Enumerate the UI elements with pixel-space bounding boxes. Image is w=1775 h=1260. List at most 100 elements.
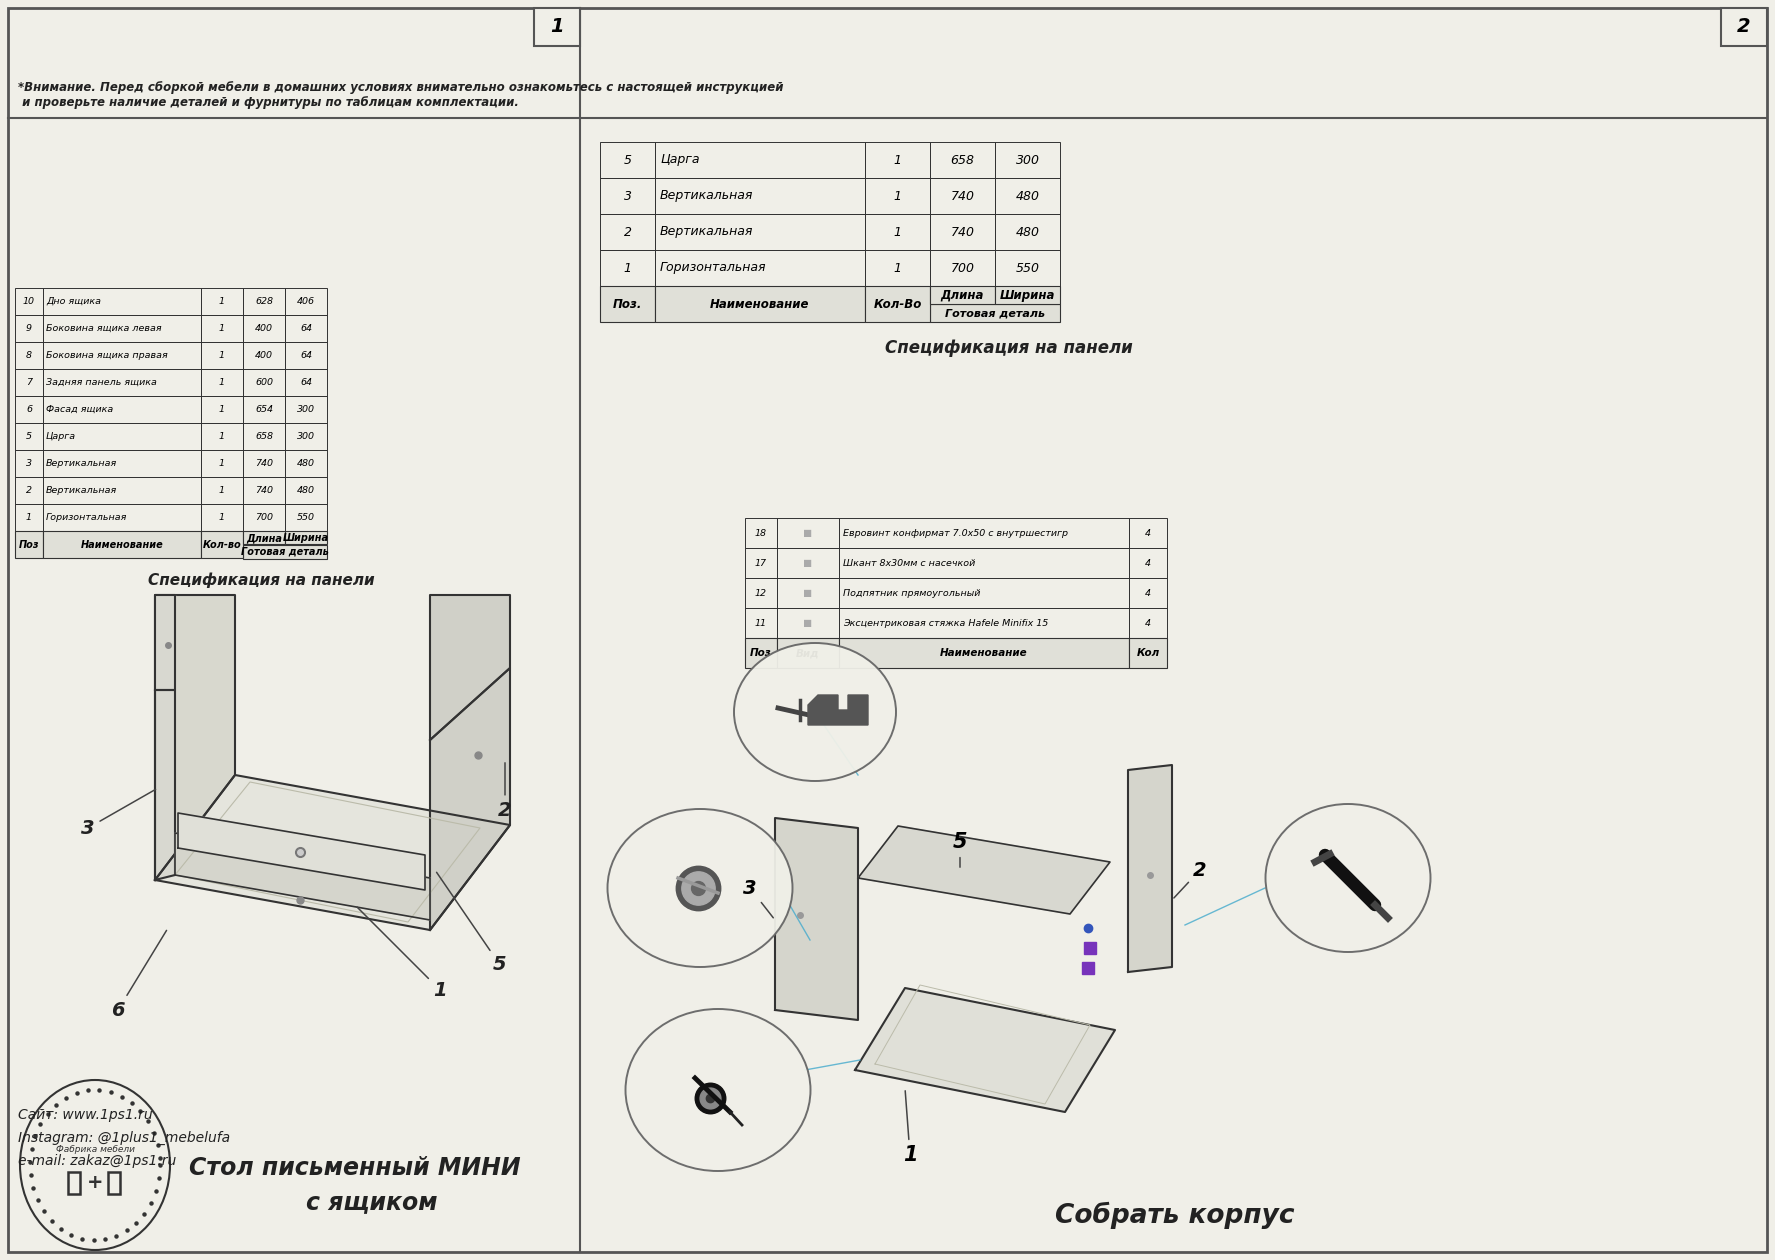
Polygon shape [154,595,176,690]
Text: 5: 5 [27,432,32,441]
Bar [930,214,996,249]
Text: 480: 480 [296,486,314,495]
Bar [14,396,43,423]
Bar [777,548,840,578]
Text: 1: 1 [218,352,225,360]
Text: 2: 2 [1173,861,1207,898]
Bar [286,504,327,530]
Text: 2: 2 [623,226,632,238]
Bar [243,423,286,450]
Bar [996,142,1060,178]
Text: 1: 1 [893,154,902,166]
Ellipse shape [20,1080,170,1250]
Text: Ширина: Ширина [282,533,328,543]
Text: 740: 740 [256,459,273,467]
Bar [864,178,930,214]
Text: 480: 480 [1015,189,1040,203]
Bar [243,478,286,504]
Bar [43,341,201,369]
Text: 10: 10 [23,297,36,306]
Bar [996,286,1060,304]
Text: 654: 654 [256,404,273,415]
Text: 64: 64 [300,378,312,387]
Text: 300: 300 [1015,154,1040,166]
Bar [1722,8,1766,47]
Bar [14,369,43,396]
Text: 1: 1 [218,486,225,495]
Text: 1: 1 [893,226,902,238]
Bar [14,423,43,450]
Bar [286,396,327,423]
Text: 1: 1 [218,459,225,467]
Text: 12: 12 [754,588,767,597]
Bar [201,478,243,504]
Bar [746,578,777,609]
Text: Царга: Царга [46,432,76,441]
Bar [777,578,840,609]
Text: 3: 3 [82,789,156,838]
Ellipse shape [1266,804,1431,953]
Text: 400: 400 [256,352,273,360]
Text: 2: 2 [1738,18,1750,37]
Bar [655,249,864,286]
Bar [243,546,327,559]
Text: 700: 700 [256,513,273,522]
Text: 5: 5 [953,832,967,867]
Bar [1129,578,1166,609]
Bar [286,423,327,450]
Bar [201,504,243,530]
Text: Сайт: www.1ps1.ru
Instagram: @1plus1_mebelufa
e-mail: zakaz@1ps1.ru: Сайт: www.1ps1.ru Instagram: @1plus1_meb… [18,1108,231,1168]
Text: Готовая деталь: Готовая деталь [241,547,328,557]
Bar [930,286,996,304]
Bar [655,178,864,214]
Text: 1: 1 [218,404,225,415]
Text: 4: 4 [1145,588,1150,597]
Text: 4: 4 [1145,619,1150,627]
Text: Вертикальная: Вертикальная [660,189,753,203]
Bar [777,609,840,638]
Bar [1129,518,1166,548]
Text: Кол-во: Кол-во [202,539,241,549]
Bar [14,289,43,315]
Text: Горизонтальная: Горизонтальная [660,262,767,275]
Text: ◼: ◼ [804,588,813,598]
Bar [43,504,201,530]
Bar [930,304,1060,323]
Bar [777,518,840,548]
Bar [43,289,201,315]
Bar [243,450,286,478]
Bar [864,214,930,249]
Text: Длина: Длина [247,533,282,543]
Polygon shape [154,595,234,879]
Text: 1: 1 [550,18,564,37]
Bar [840,609,1129,638]
Text: 1: 1 [218,432,225,441]
Text: Царга: Царга [660,154,699,166]
Bar [201,369,243,396]
Text: 628: 628 [256,297,273,306]
Text: Собрать корпус: Собрать корпус [1056,1201,1294,1228]
Text: Евровинт конфирмат 7.0х50 с внутршестигр: Евровинт конфирмат 7.0х50 с внутршестигр [843,528,1069,538]
Bar [655,286,864,323]
Text: 1: 1 [903,1091,918,1166]
Text: 3: 3 [744,878,774,917]
Bar [243,530,286,544]
Bar [243,341,286,369]
Bar [1129,609,1166,638]
Bar [286,289,327,315]
Polygon shape [154,690,176,879]
Bar [655,214,864,249]
Bar [201,423,243,450]
Text: 550: 550 [1015,262,1040,275]
Text: 740: 740 [950,226,974,238]
Text: 1: 1 [623,262,632,275]
Bar [930,249,996,286]
Text: 1: 1 [27,513,32,522]
Text: Вертикальная: Вертикальная [46,459,117,467]
Text: 18: 18 [754,528,767,538]
Bar [243,289,286,315]
Bar [14,530,43,558]
Bar [864,249,930,286]
Text: Вертикальная: Вертикальная [660,226,753,238]
Bar [201,289,243,315]
